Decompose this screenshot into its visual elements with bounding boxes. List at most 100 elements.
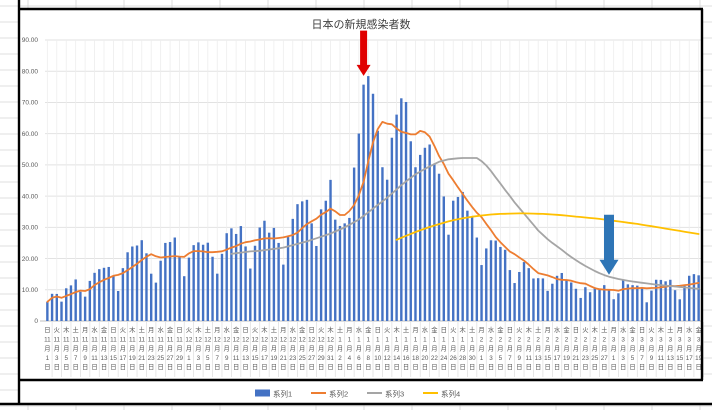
daily-bar xyxy=(508,270,512,321)
x-axis-label-part: 1 xyxy=(357,337,361,344)
x-axis-label-part: 6 xyxy=(357,355,361,362)
daily-bar xyxy=(664,281,667,321)
y-axis-label: 40.00 xyxy=(22,193,39,200)
daily-bar xyxy=(107,266,110,321)
daily-bar xyxy=(503,249,507,321)
legend-label: 系列1 xyxy=(273,389,292,399)
x-axis-label-part: 11 xyxy=(54,337,61,344)
x-axis-label-part: 月 xyxy=(308,345,314,353)
x-axis-label-part: 金 xyxy=(629,325,636,334)
daily-bar xyxy=(168,242,172,321)
x-axis-label-part: 3 xyxy=(55,355,59,362)
x-axis-label-part: 木 xyxy=(327,325,334,334)
x-axis-label-part: 日 xyxy=(469,363,475,371)
daily-bar xyxy=(697,275,700,321)
x-axis-label-part: 月 xyxy=(629,345,635,353)
x-axis-label-part: 3 xyxy=(621,337,625,344)
x-axis-label-part: 11 xyxy=(157,337,164,344)
x-axis-label-part: 月 xyxy=(214,326,220,334)
x-axis-label-part: 月 xyxy=(431,345,437,353)
x-axis-label-part: 月 xyxy=(544,345,550,353)
daily-bar xyxy=(560,272,563,321)
y-axis-label: 30.00 xyxy=(22,225,39,232)
x-axis-label-part: 日 xyxy=(44,326,50,334)
daily-bar xyxy=(83,296,87,321)
x-axis-label-part: 月 xyxy=(601,345,607,353)
daily-bar xyxy=(574,288,578,321)
x-axis-label-part: 11 xyxy=(63,337,70,344)
daily-bar xyxy=(621,279,625,321)
daily-bar xyxy=(338,225,342,321)
x-axis-label-part: 月 xyxy=(280,345,286,353)
x-axis-label-part: 1 xyxy=(338,337,342,344)
x-axis-label-part: 24 xyxy=(440,355,448,362)
x-axis-label-part: 日 xyxy=(441,363,447,371)
x-axis-label-part: 水 xyxy=(224,325,231,334)
daily-bar xyxy=(348,217,351,321)
x-axis-label-part: 23 xyxy=(148,355,156,362)
x-axis-label-part: 11 xyxy=(91,337,98,344)
x-axis-label-part: 日 xyxy=(582,363,588,371)
daily-bar xyxy=(334,219,337,321)
x-axis-label-part: 月 xyxy=(516,345,522,353)
daily-bar xyxy=(301,201,304,321)
x-axis-label-part: 月 xyxy=(573,345,579,353)
x-axis-label-part: 月 xyxy=(592,345,598,353)
daily-bar xyxy=(371,93,375,321)
x-axis-label-part: 火 xyxy=(450,327,457,334)
x-axis-label-part: 日 xyxy=(308,326,314,334)
daily-bar xyxy=(145,253,148,321)
x-axis-label-part: 2 xyxy=(546,337,550,344)
x-axis-label-part: 金 xyxy=(299,325,306,334)
daily-bar xyxy=(121,268,125,321)
x-axis-label-part: 月 xyxy=(384,345,390,353)
daily-bar xyxy=(565,280,568,321)
x-axis-label-part: 金 xyxy=(167,325,174,334)
x-axis-label-part: 2 xyxy=(584,337,588,344)
y-axis-label: 90.00 xyxy=(22,37,39,44)
daily-bar xyxy=(50,293,54,321)
x-axis-label-part: 3 xyxy=(489,355,493,362)
x-axis-label-part: 12 xyxy=(308,337,316,344)
x-axis-label-part: 21 xyxy=(138,355,146,362)
x-axis-label-part: 月 xyxy=(469,345,475,353)
x-axis-label-part: 12 xyxy=(223,337,231,344)
x-axis-label-part: 27 xyxy=(601,355,609,362)
legend-marker-line xyxy=(367,392,382,394)
x-axis-label-part: 日 xyxy=(422,363,428,371)
x-axis-label-part: 月 xyxy=(186,345,192,353)
daily-bar xyxy=(636,285,639,321)
y-axis-label: 50.00 xyxy=(22,162,39,169)
daily-bar xyxy=(164,242,167,321)
x-axis-label-part: 3 xyxy=(678,337,682,344)
daily-bar xyxy=(112,276,115,321)
daily-bar xyxy=(603,285,606,321)
daily-bar xyxy=(277,242,280,321)
daily-bar xyxy=(381,167,384,321)
x-axis-label-part: 土 xyxy=(139,325,145,334)
daily-bar xyxy=(546,290,549,321)
x-axis-label-part: 月 xyxy=(544,326,550,334)
x-axis-label-part: 17 xyxy=(554,355,562,362)
x-axis-label-part: 日 xyxy=(356,363,362,371)
x-axis-label-part: 日 xyxy=(695,363,701,371)
x-axis-label-part: 日 xyxy=(224,363,230,371)
x-axis-label-part: 日 xyxy=(205,363,211,371)
daily-bar xyxy=(437,173,441,321)
x-axis-label-part: 11 xyxy=(91,355,98,362)
x-axis-label-part: 12 xyxy=(270,337,278,344)
y-axis-label: 10.00 xyxy=(22,287,39,294)
x-axis-label-part: 木 xyxy=(658,325,665,334)
x-axis-label-part: 火 xyxy=(54,327,61,334)
x-axis-label-part: 12 xyxy=(242,337,250,344)
x-axis-label-part: 9 xyxy=(83,355,87,362)
x-axis-label-part: 月 xyxy=(412,345,418,353)
x-axis-label-part: 12 xyxy=(214,337,222,344)
x-axis-label-part: 日 xyxy=(611,363,617,371)
x-axis-label-part: 7 xyxy=(216,355,220,362)
x-axis-label-part: 7 xyxy=(74,355,78,362)
x-axis-label-part: 日 xyxy=(346,363,352,371)
x-axis-label-part: 15 xyxy=(252,355,260,362)
